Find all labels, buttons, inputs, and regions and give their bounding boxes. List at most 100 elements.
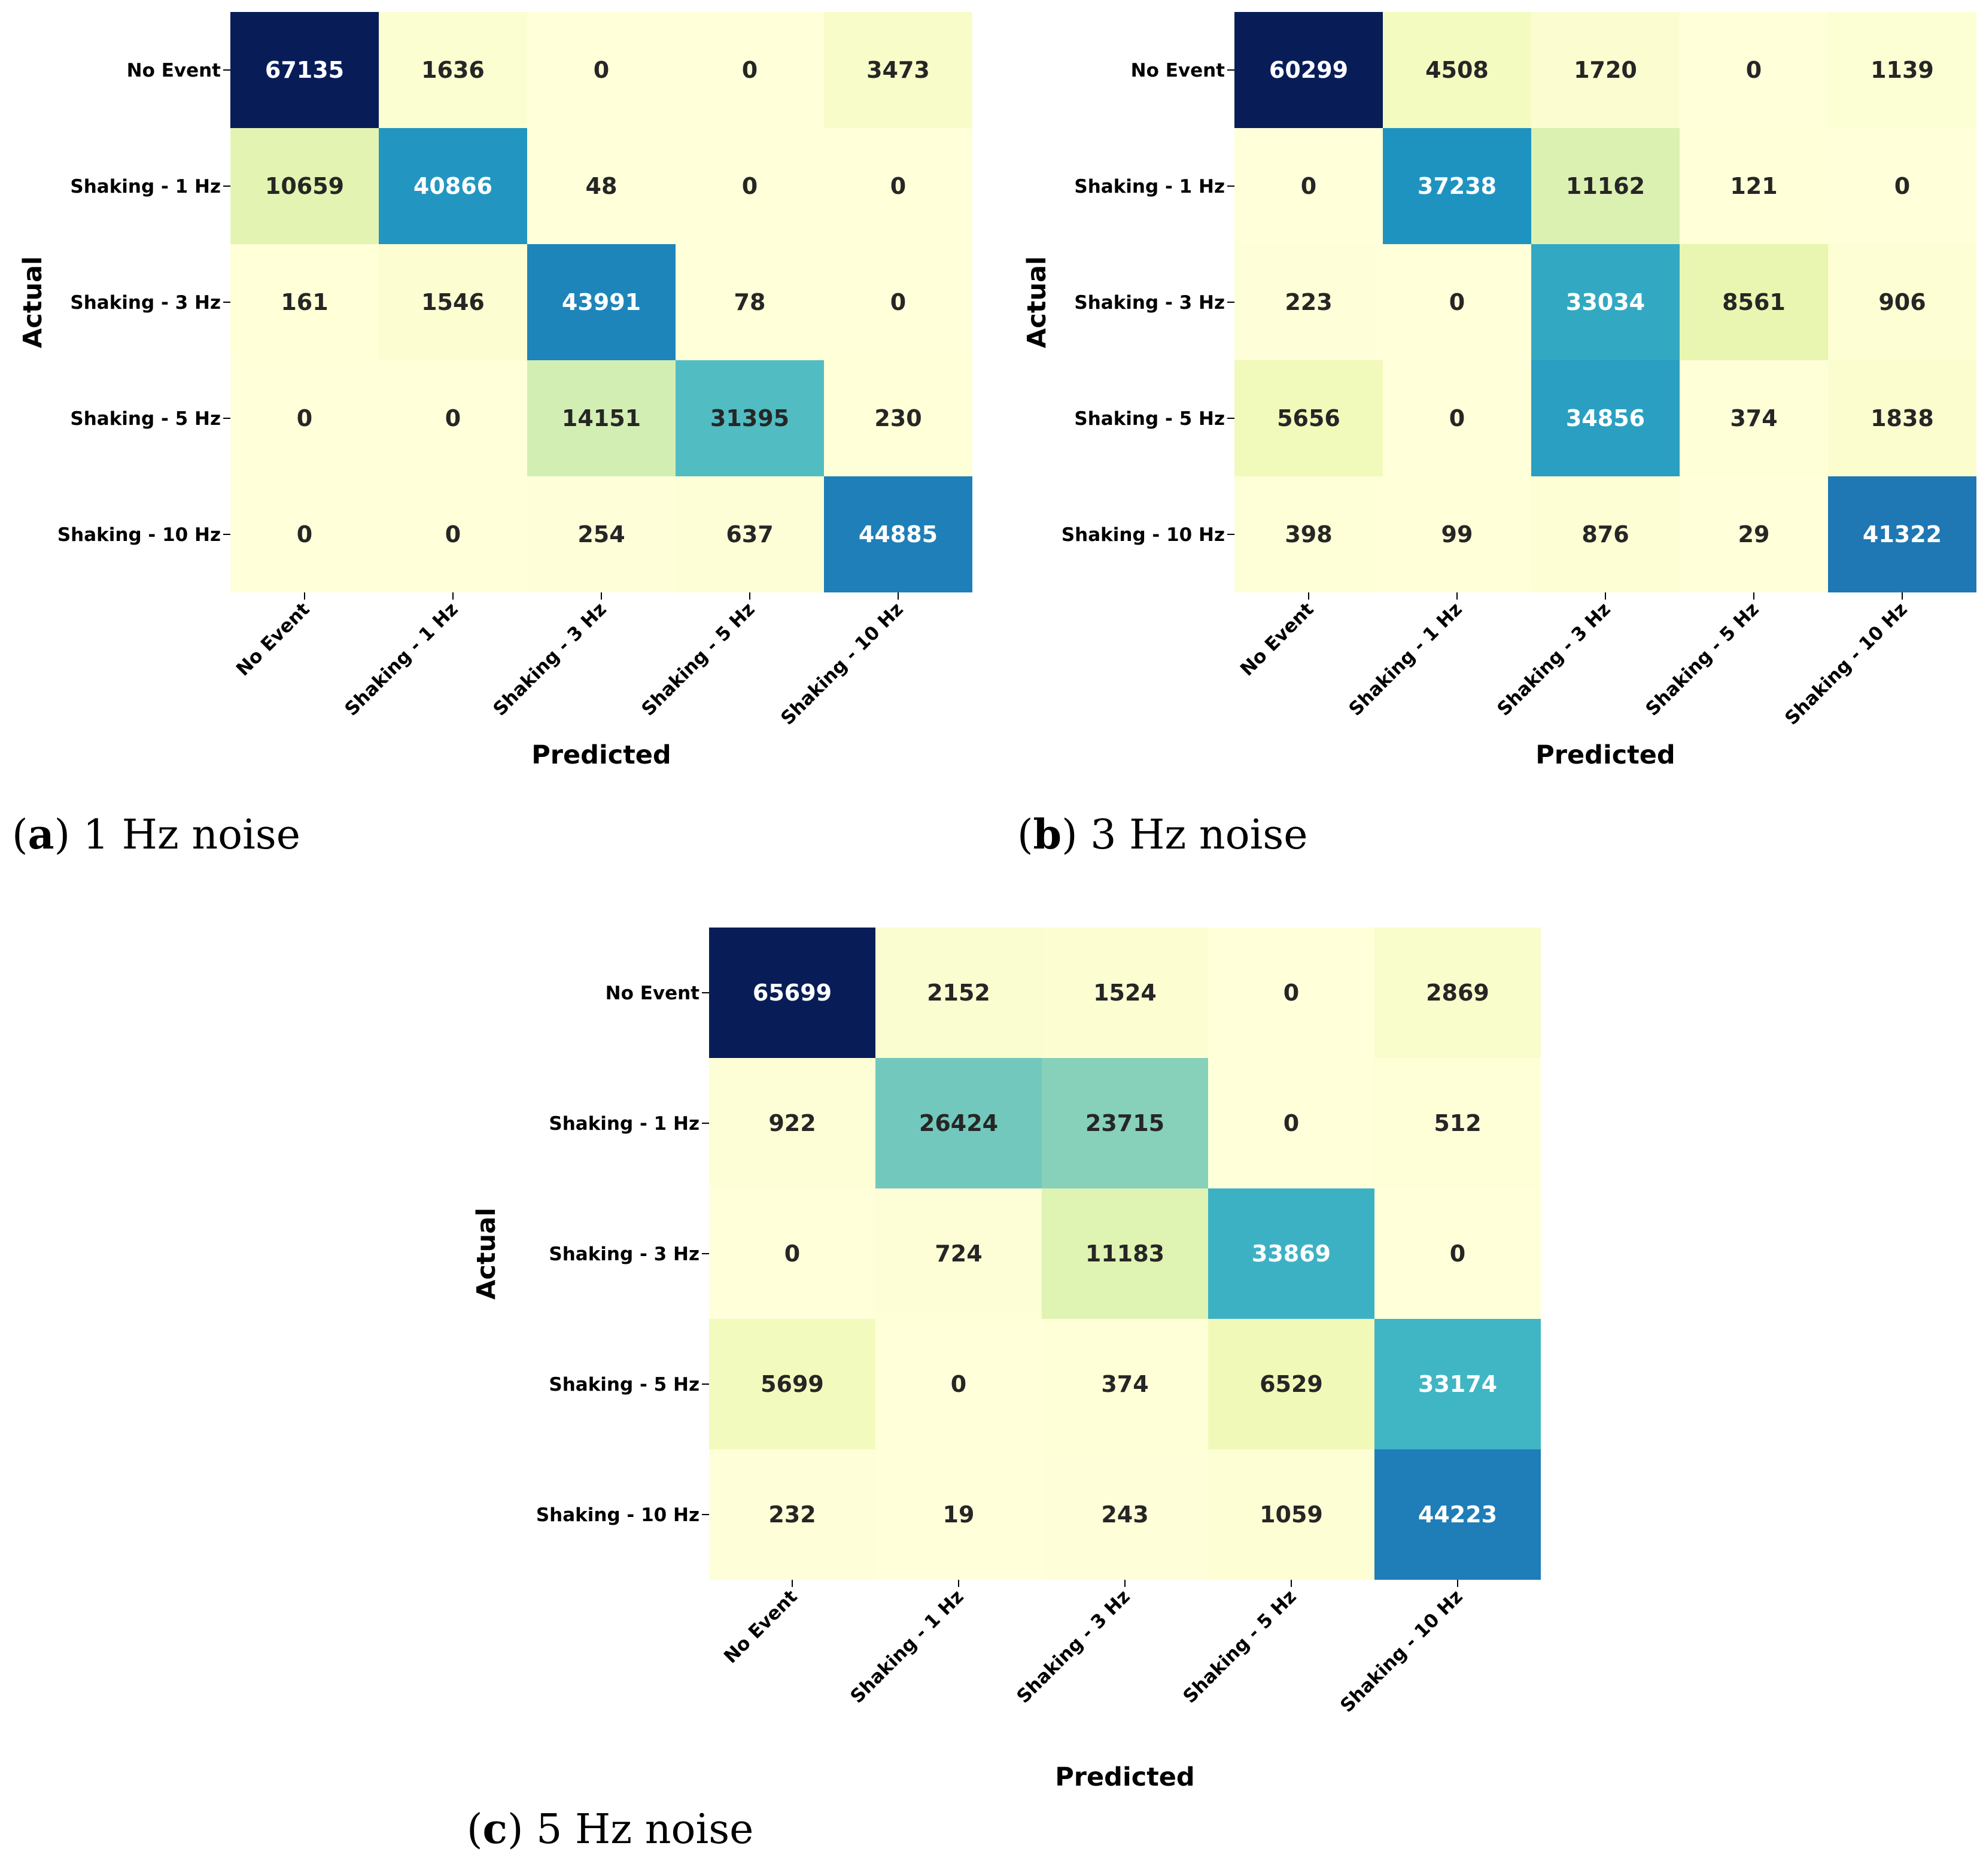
cell-value-label: 0 <box>445 405 461 431</box>
cell-value-label: 65699 <box>753 980 832 1006</box>
y-tick-label-shaking-10-hz: Shaking - 10 Hz <box>57 524 221 546</box>
cell-value-label: 33869 <box>1252 1240 1331 1267</box>
cell-value-label: 254 <box>577 521 625 548</box>
cell-value-label: 0 <box>1284 1110 1299 1136</box>
heatmap-cell <box>230 244 379 360</box>
cell-value-label: 31395 <box>710 405 789 431</box>
y-axis-label: Actual <box>18 256 48 348</box>
cell-value-label: 44223 <box>1418 1501 1497 1528</box>
cell-value-label: 922 <box>768 1110 816 1136</box>
heatmap-cell <box>527 360 676 476</box>
cell-value-label: 724 <box>935 1240 982 1267</box>
y-tick-label-shaking-1-hz: Shaking - 1 Hz <box>70 176 221 197</box>
cell-value-label: 0 <box>1301 173 1316 199</box>
cell-value-label: 19 <box>943 1501 975 1528</box>
heatmap-cell <box>1383 360 1531 476</box>
heatmap-cell <box>1828 12 1976 128</box>
heatmap-cell <box>379 476 527 592</box>
heatmap-cell <box>875 1058 1042 1188</box>
heatmap-cell <box>527 476 676 592</box>
cell-value-label: 6529 <box>1260 1371 1323 1397</box>
heatmap-cell <box>1828 128 1976 244</box>
cell-value-label: 0 <box>890 173 906 199</box>
cell-value-label: 34856 <box>1566 405 1645 431</box>
y-tick-label-no-event: No Event <box>1131 60 1225 81</box>
cell-value-label: 0 <box>297 405 312 431</box>
cell-value-label: 40866 <box>413 173 492 199</box>
y-tick-label-shaking-1-hz: Shaking - 1 Hz <box>1074 176 1225 197</box>
y-tick-label-shaking-10-hz: Shaking - 10 Hz <box>536 1504 699 1526</box>
caption-c-letter: c <box>483 1805 507 1853</box>
cell-value-label: 230 <box>874 405 921 431</box>
cell-value-label: 243 <box>1101 1501 1148 1528</box>
heatmap-cell <box>1042 928 1208 1058</box>
heatmap-cell <box>875 928 1042 1058</box>
caption-b-text: 3 Hz noise <box>1090 811 1307 859</box>
heatmap-cell <box>527 244 676 360</box>
cell-value-label: 0 <box>742 173 758 199</box>
cell-value-label: 26424 <box>919 1110 998 1136</box>
heatmap-cell <box>1531 12 1680 128</box>
heatmap-cell <box>379 244 527 360</box>
heatmap-cell <box>824 360 972 476</box>
cell-value-label: 0 <box>445 521 461 548</box>
y-axis-label: Actual <box>472 1208 501 1300</box>
cell-value-label: 121 <box>1730 173 1777 199</box>
cell-value-label: 0 <box>1746 57 1762 83</box>
heatmap-cell <box>1208 1319 1374 1449</box>
cell-value-label: 4508 <box>1425 57 1489 83</box>
heatmap-cell <box>1680 476 1828 592</box>
cell-value-label: 2152 <box>927 980 990 1006</box>
cell-value-label: 374 <box>1101 1371 1148 1397</box>
y-tick-label-shaking-10-hz: Shaking - 10 Hz <box>1062 524 1225 546</box>
cell-value-label: 48 <box>586 173 618 199</box>
heatmap-cell <box>1828 244 1976 360</box>
cell-value-label: 33034 <box>1566 289 1645 315</box>
cell-value-label: 398 <box>1285 521 1332 548</box>
heatmap-cell <box>1374 1188 1541 1319</box>
cell-value-label: 1838 <box>1871 405 1934 431</box>
cell-value-label: 1059 <box>1260 1501 1323 1528</box>
cell-value-label: 3473 <box>866 57 930 83</box>
heatmap-cell <box>824 244 972 360</box>
caption-b: (b) 3 Hz noise <box>1017 811 1307 859</box>
cell-value-label: 14151 <box>562 405 641 431</box>
heatmap-cell <box>230 476 379 592</box>
cell-value-label: 0 <box>1449 289 1465 315</box>
cell-value-label: 11183 <box>1085 1240 1164 1267</box>
panel-a-1hz-noise: 67135 1636 0 0 3473 10659 40866 48 0 0 161 1546 4399… <box>18 12 972 770</box>
cell-value-label: 33174 <box>1418 1371 1497 1397</box>
heatmap-cell <box>379 128 527 244</box>
heatmap-cell <box>824 128 972 244</box>
heatmap-cell <box>1383 12 1531 128</box>
heatmap-cell <box>1042 1058 1208 1188</box>
cell-value-label: 37238 <box>1418 173 1497 199</box>
cell-value-label: 0 <box>1450 1240 1465 1267</box>
cell-value-label: 29 <box>1738 521 1770 548</box>
y-tick-label-shaking-3-hz: Shaking - 3 Hz <box>549 1243 699 1265</box>
heatmap-cell <box>1828 360 1976 476</box>
cell-value-label: 8561 <box>1722 289 1786 315</box>
heatmap-cell <box>1374 1058 1541 1188</box>
heatmap-cell <box>676 360 824 476</box>
heatmap-cell <box>1208 928 1374 1058</box>
cell-value-label: 223 <box>1285 289 1332 315</box>
heatmap-cell <box>1234 476 1383 592</box>
heatmap-cell <box>1531 476 1680 592</box>
heatmap-cell <box>1680 12 1828 128</box>
y-axis-label: Actual <box>1022 256 1052 348</box>
heatmap-cell <box>1208 1188 1374 1319</box>
y-tick-label-shaking-5-hz: Shaking - 5 Hz <box>70 408 221 430</box>
heatmap-cell <box>1234 128 1383 244</box>
y-tick-label-no-event: No Event <box>127 60 221 81</box>
heatmap-cell <box>1208 1058 1374 1188</box>
cell-value-label: 0 <box>784 1240 800 1267</box>
heatmap-cell <box>1531 360 1680 476</box>
x-axis-label: Predicted <box>1055 1762 1194 1792</box>
y-tick-label-shaking-3-hz: Shaking - 3 Hz <box>70 292 221 314</box>
heatmap-cell <box>1383 128 1531 244</box>
cell-value-label: 5656 <box>1277 405 1340 431</box>
heatmap-cell <box>230 360 379 476</box>
cell-value-label: 0 <box>951 1371 966 1397</box>
cell-value-label: 232 <box>768 1501 816 1528</box>
